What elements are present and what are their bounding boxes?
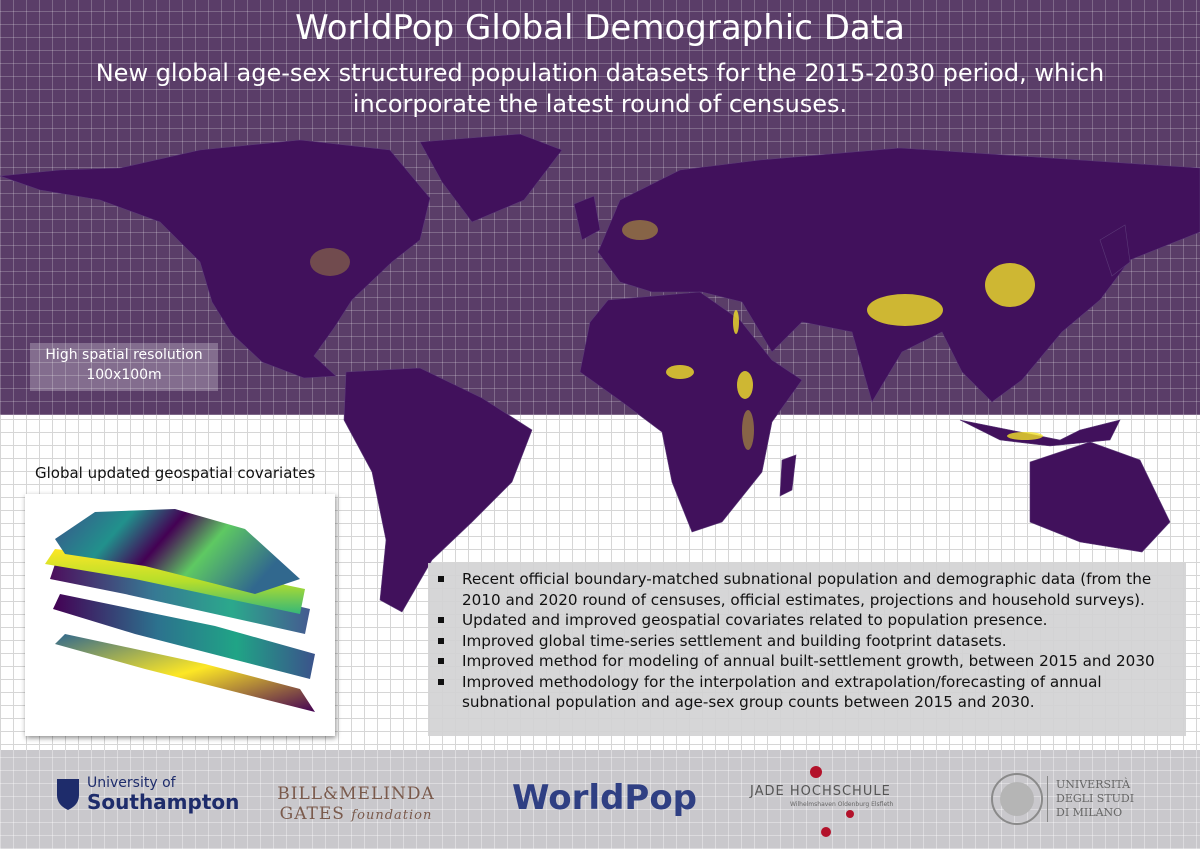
logo-text: GATES: [279, 804, 345, 824]
footer-band: [0, 750, 1200, 849]
covariates-image: [25, 494, 335, 736]
bullet-item: Recent official boundary-matched subnati…: [438, 569, 1178, 610]
seal: [991, 773, 1043, 825]
subtitle: New global age-sex structured population…: [95, 59, 1105, 118]
logo-gates: BILL&MELINDA GATES foundation: [266, 784, 446, 824]
divider: [1047, 776, 1048, 822]
logo-worldpop: WorldPop: [512, 778, 698, 818]
bullet-item: Improved method for modeling of annual b…: [438, 651, 1178, 672]
world-map: [0, 133, 1200, 613]
logo-text: Wilhelmshaven Oldenburg Elsfleth: [790, 801, 894, 808]
logo-text: JADE HOCHSCHULE: [750, 784, 891, 799]
resolution-line: High spatial resolution: [45, 347, 203, 363]
logo-text: DEGLI STUDI: [1056, 792, 1135, 805]
logo-text: UNIVERSITÀ: [1056, 778, 1131, 791]
logo-text: Southampton: [87, 790, 240, 814]
logo-text: University of: [87, 775, 176, 791]
logo-jade: JADE HOCHSCHULE Wilhelmshaven Oldenburg …: [750, 764, 910, 842]
logo-text: BILL&MELINDA: [277, 784, 435, 804]
crest: [57, 779, 79, 810]
covariates-title: Global updated geospatial covariates: [35, 464, 316, 482]
title: WorldPop Global Demographic Data: [295, 8, 905, 48]
bullet-item: Improved global time-series settlement a…: [438, 631, 1178, 652]
bullet-list: Recent official boundary-matched subnati…: [428, 563, 1186, 736]
logo-text: foundation: [351, 808, 433, 823]
logo-text: DI MILANO: [1056, 806, 1123, 819]
bullet-item: Updated and improved geospatial covariat…: [438, 610, 1178, 631]
covariate-layers: [45, 509, 315, 712]
logo-milano: UNIVERSITÀ DEGLI STUDI DI MILANO: [990, 772, 1160, 832]
resolution-line: 100x100m: [86, 367, 162, 383]
bullet-item: Improved methodology for the interpolati…: [438, 672, 1178, 713]
resolution-label: High spatial resolution 100x100m: [30, 343, 218, 391]
dots: [810, 766, 854, 837]
